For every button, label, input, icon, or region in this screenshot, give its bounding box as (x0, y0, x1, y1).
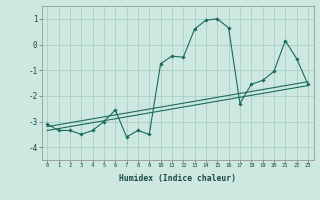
X-axis label: Humidex (Indice chaleur): Humidex (Indice chaleur) (119, 174, 236, 183)
